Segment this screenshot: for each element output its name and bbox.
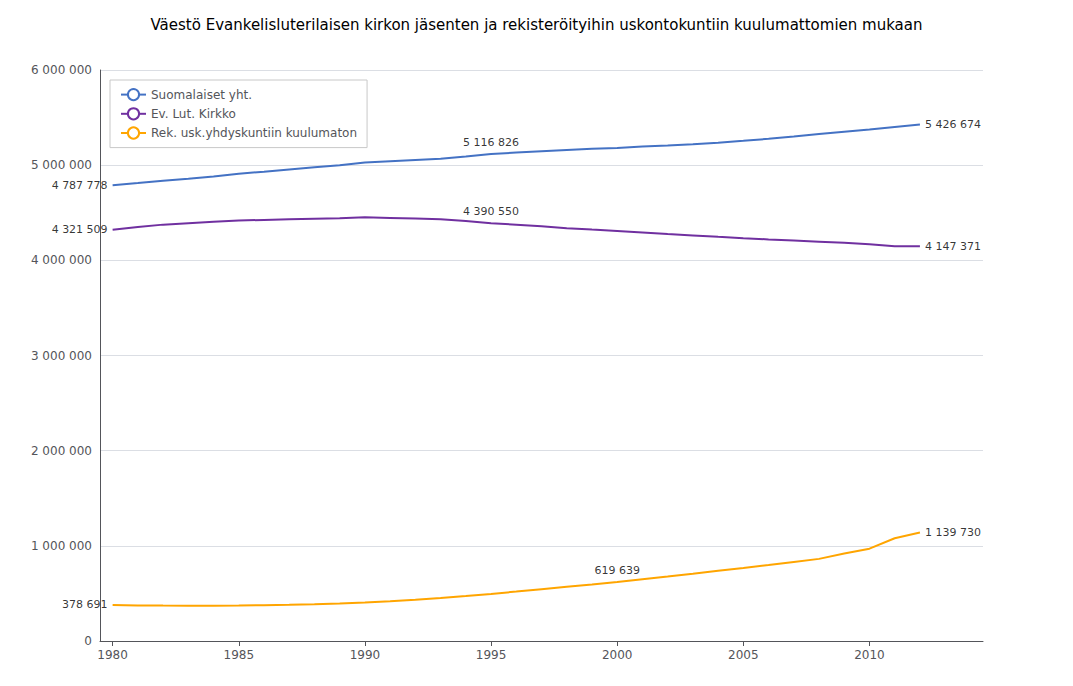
svg-text:Suomalaiset yht.: Suomalaiset yht.: [151, 88, 252, 102]
svg-text:0: 0: [84, 634, 92, 648]
svg-text:Ev. Lut. Kirkko: Ev. Lut. Kirkko: [151, 107, 236, 121]
svg-text:5 116 826: 5 116 826: [463, 136, 519, 149]
svg-text:6 000 000: 6 000 000: [31, 63, 92, 77]
svg-text:3 000 000: 3 000 000: [31, 349, 92, 363]
svg-text:Rek. usk.yhdyskuntiin kuulumat: Rek. usk.yhdyskuntiin kuulumaton: [151, 126, 357, 140]
svg-text:1 000 000: 1 000 000: [31, 539, 92, 553]
svg-text:4 000 000: 4 000 000: [31, 253, 92, 267]
svg-text:2000: 2000: [602, 648, 633, 662]
svg-text:2010: 2010: [854, 648, 885, 662]
svg-text:1980: 1980: [97, 648, 128, 662]
svg-text:2 000 000: 2 000 000: [31, 444, 92, 458]
svg-text:378 691: 378 691: [62, 598, 108, 611]
svg-text:5 000 000: 5 000 000: [31, 158, 92, 172]
svg-text:2005: 2005: [728, 648, 759, 662]
svg-text:Väestö Evankelisluterilaisen k: Väestö Evankelisluterilaisen kirkon jäse…: [151, 16, 923, 34]
svg-text:5 426 674: 5 426 674: [925, 118, 981, 131]
svg-text:1990: 1990: [350, 648, 381, 662]
svg-text:1985: 1985: [223, 648, 254, 662]
svg-text:1 139 730: 1 139 730: [925, 526, 981, 539]
svg-text:4 147 371: 4 147 371: [925, 240, 981, 253]
svg-text:4 787 778: 4 787 778: [52, 179, 108, 192]
svg-text:1995: 1995: [476, 648, 507, 662]
svg-text:4 321 509: 4 321 509: [52, 223, 108, 236]
svg-text:4 390 550: 4 390 550: [463, 205, 519, 218]
svg-text:619 639: 619 639: [594, 564, 640, 577]
